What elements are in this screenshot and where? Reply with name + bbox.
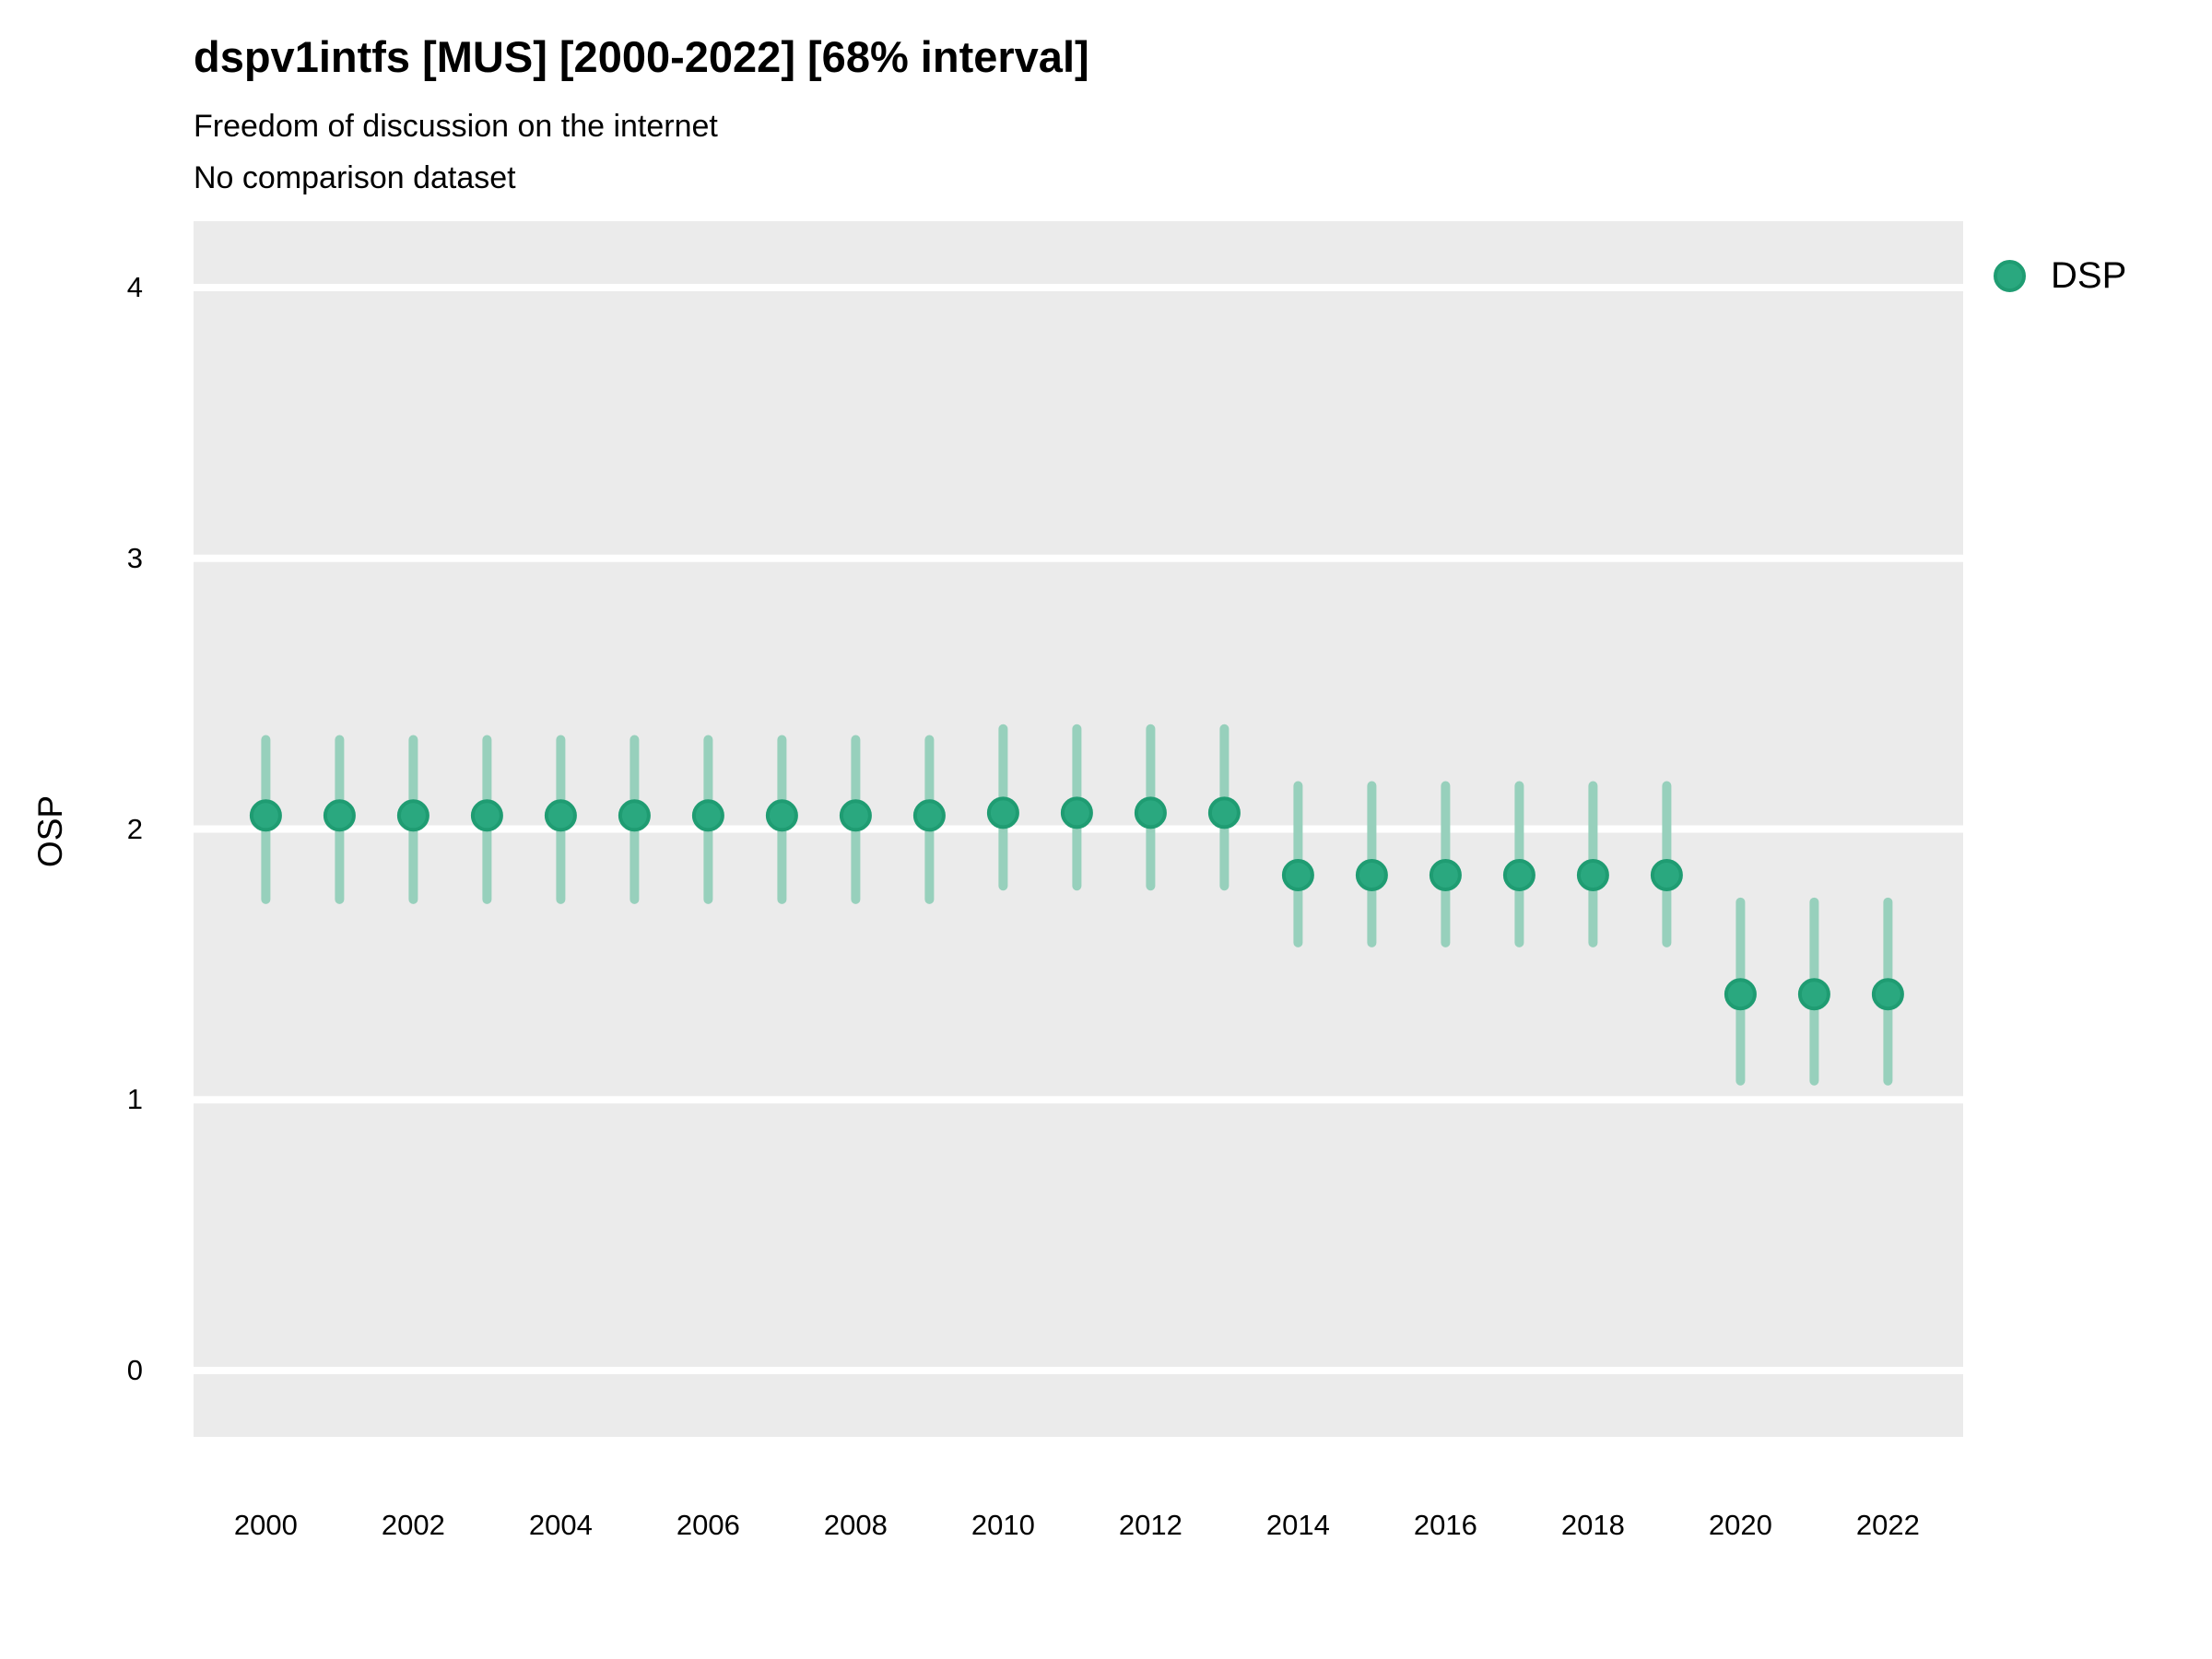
data-point-2003 bbox=[470, 799, 503, 832]
y-tick-label-0: 0 bbox=[126, 1354, 143, 1387]
y-tick-label-2: 2 bbox=[126, 812, 143, 845]
y-tick-label-4: 4 bbox=[126, 270, 143, 303]
data-point-2006 bbox=[691, 799, 724, 832]
x-tick-label-2008: 2008 bbox=[823, 1509, 888, 1541]
chart-title: dspv1intfs [MUS] [2000-2022] [68% interv… bbox=[194, 32, 1089, 81]
legend-dot-icon bbox=[1994, 259, 2026, 292]
data-point-2014 bbox=[1281, 858, 1314, 891]
data-point-2010 bbox=[986, 796, 1019, 830]
data-point-2008 bbox=[839, 799, 872, 832]
legend-label: DSP bbox=[2051, 255, 2127, 296]
data-point-2021 bbox=[1797, 978, 1830, 1011]
y-tick-label-3: 3 bbox=[126, 541, 143, 574]
y-tick-label-1: 1 bbox=[126, 1083, 143, 1116]
data-point-2000 bbox=[249, 799, 282, 832]
data-point-2009 bbox=[912, 799, 946, 832]
data-point-2002 bbox=[396, 799, 429, 832]
y-axis-title: OSP bbox=[31, 794, 69, 868]
data-point-2022 bbox=[1871, 978, 1904, 1011]
data-point-2001 bbox=[323, 799, 356, 832]
x-tick-label-2022: 2022 bbox=[1855, 1509, 1920, 1541]
data-point-2013 bbox=[1207, 796, 1241, 830]
x-tick-label-2020: 2020 bbox=[1708, 1509, 1772, 1541]
x-tick-label-2000: 2000 bbox=[233, 1509, 298, 1541]
plot-svg bbox=[194, 283, 1963, 1375]
data-point-2004 bbox=[544, 799, 577, 832]
pointrange-marks bbox=[249, 724, 1904, 1086]
data-point-2007 bbox=[765, 799, 798, 832]
data-point-2019 bbox=[1650, 858, 1683, 891]
x-tick-label-2016: 2016 bbox=[1413, 1509, 1477, 1541]
data-point-2020 bbox=[1724, 978, 1757, 1011]
legend: DSP bbox=[1994, 255, 2126, 296]
data-point-2018 bbox=[1576, 858, 1609, 891]
x-tick-label-2018: 2018 bbox=[1560, 1509, 1625, 1541]
data-point-2016 bbox=[1429, 858, 1462, 891]
x-tick-label-2002: 2002 bbox=[381, 1509, 445, 1541]
x-tick-label-2006: 2006 bbox=[676, 1509, 740, 1541]
x-tick-label-2004: 2004 bbox=[528, 1509, 593, 1541]
plot-panel bbox=[194, 221, 1963, 1437]
data-point-2012 bbox=[1134, 796, 1167, 830]
data-point-2015 bbox=[1355, 858, 1388, 891]
x-tick-label-2010: 2010 bbox=[971, 1509, 1035, 1541]
x-tick-label-2012: 2012 bbox=[1118, 1509, 1182, 1541]
data-point-2011 bbox=[1060, 796, 1093, 830]
data-point-2005 bbox=[618, 799, 651, 832]
data-point-2017 bbox=[1502, 858, 1535, 891]
chart-subtitle: Freedom of discussion on the internet bbox=[194, 109, 718, 144]
chart-subtitle-2: No comparison dataset bbox=[194, 160, 516, 195]
x-tick-label-2014: 2014 bbox=[1265, 1509, 1330, 1541]
